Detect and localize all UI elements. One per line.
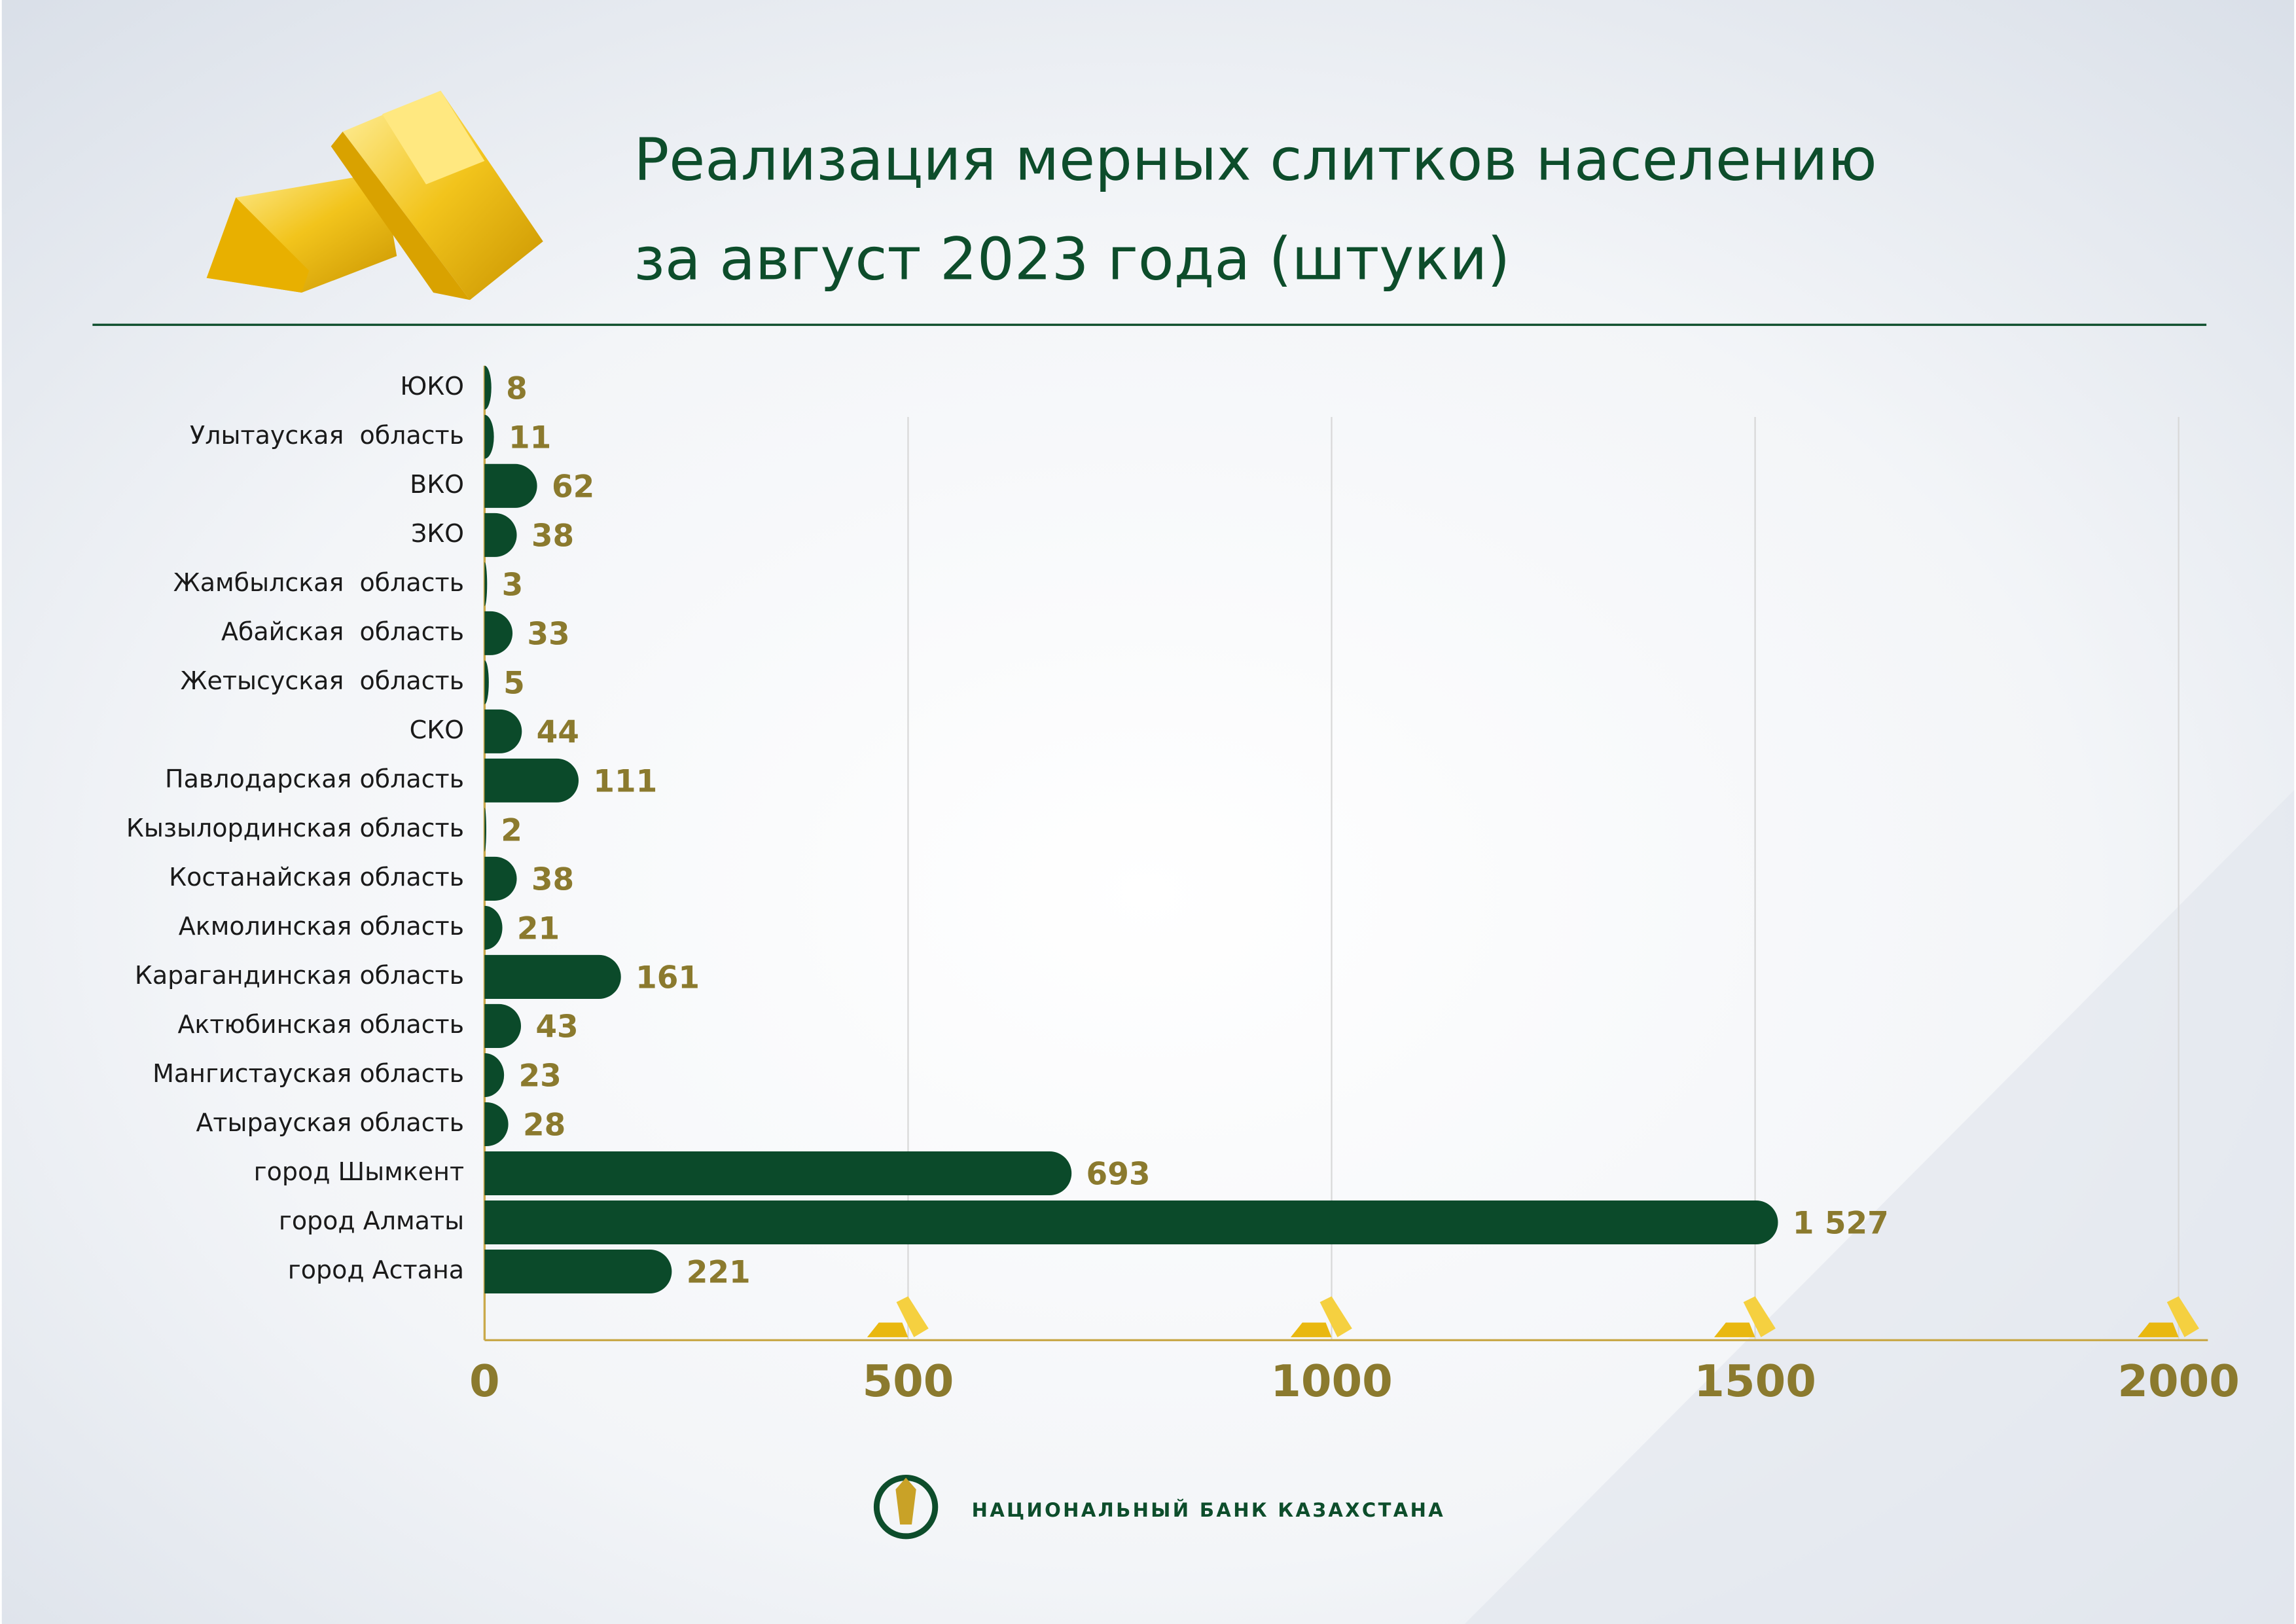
value-label: 5 (503, 665, 525, 701)
value-label: 693 (1086, 1156, 1151, 1192)
value-label: 111 (593, 763, 657, 799)
y-tick-label: Кызылординская область (126, 814, 464, 842)
tick-icon (867, 1296, 929, 1337)
tick-icon-part (867, 1322, 908, 1337)
value-label: 33 (527, 616, 569, 652)
y-tick-label: Улытауская область (190, 421, 464, 450)
x-tick-label: 500 (862, 1356, 954, 1407)
y-tick-label: Жамбылская область (173, 568, 464, 597)
value-label: 1 527 (1793, 1205, 1889, 1241)
tick-icon (2138, 1296, 2199, 1337)
y-tick-label: СКО (410, 715, 464, 744)
tick-icon (1290, 1296, 1352, 1337)
y-tick-label: Павлодарская область (165, 765, 464, 793)
y-tick-label: Атырауская область (196, 1108, 464, 1137)
bar (484, 365, 492, 410)
tick-icon (1713, 1296, 1776, 1337)
bar (484, 1151, 1072, 1196)
bar (484, 1003, 522, 1048)
bar (484, 1200, 1778, 1245)
x-tick-label: 1500 (1694, 1356, 1816, 1407)
value-label: 21 (517, 911, 560, 947)
bar (484, 758, 579, 803)
x-tick-label: 0 (469, 1356, 500, 1407)
y-tick-label: Акмолинская область (179, 912, 464, 941)
value-label: 23 (518, 1058, 561, 1094)
tick-icon-part (2138, 1322, 2179, 1337)
bar (484, 611, 513, 655)
chart-title: Реализация мерных слитков населению (634, 126, 1876, 194)
x-tick-label: 1000 (1270, 1356, 1393, 1407)
bar (484, 1249, 672, 1294)
value-label: 8 (506, 370, 528, 406)
y-tick-label: Жетысуская область (181, 666, 464, 695)
bar (484, 562, 488, 606)
bar (484, 954, 621, 999)
gold-illustration (206, 90, 543, 300)
tick-icon-part (1713, 1322, 1755, 1337)
value-label: 2 (501, 812, 522, 848)
y-tick-label: Абайская область (221, 617, 464, 646)
value-label: 38 (531, 861, 574, 897)
y-tick-label: Карагандинская область (135, 961, 464, 990)
value-label: 11 (509, 420, 551, 456)
bar (484, 463, 537, 508)
value-label: 3 (502, 567, 524, 603)
bar (484, 660, 489, 704)
tick-icon-part (2166, 1296, 2199, 1337)
y-tick-label: ЮКО (400, 372, 464, 401)
bar (484, 414, 494, 459)
y-tick-label: Костанайская область (169, 863, 464, 892)
value-label: 44 (537, 714, 579, 750)
y-tick-label: город Шымкент (254, 1157, 464, 1186)
plot: 0 500 1000 1500 2000 ЮКО 8 Улытауская область 11… (126, 365, 2240, 1407)
tick-icon-part (1319, 1296, 1352, 1337)
bar (484, 905, 503, 950)
x-tick-label: 2000 (2117, 1356, 2240, 1407)
chart-title: за август 2023 года (штуки) (634, 226, 1510, 294)
bar (484, 856, 517, 901)
footer-text: НАЦИОНАЛЬНЫЙ БАНК КАЗАХСТАНА (972, 1499, 1445, 1521)
tick-icon-part (1290, 1322, 1332, 1337)
bar (484, 807, 486, 852)
y-tick-label: Актюбинская область (177, 1010, 464, 1039)
y-tick-label: ЗКО (411, 519, 464, 548)
y-tick-label: ВКО (410, 470, 464, 499)
bar (484, 709, 522, 753)
value-label: 38 (531, 518, 574, 554)
bar (484, 513, 517, 557)
value-label: 161 (636, 960, 700, 996)
bar (484, 1053, 505, 1097)
logo (873, 1475, 939, 1540)
y-tick-label: город Алматы (279, 1206, 464, 1235)
bar (484, 1102, 509, 1147)
tick-icon-part (1743, 1296, 1776, 1337)
value-label: 43 (535, 1009, 578, 1045)
y-tick-label: город Астана (288, 1255, 464, 1284)
value-label: 62 (552, 469, 594, 505)
value-label: 221 (687, 1254, 751, 1290)
value-label: 28 (523, 1107, 565, 1143)
tick-icon-part (896, 1296, 929, 1337)
y-tick-label: Мангистауская область (152, 1059, 464, 1088)
